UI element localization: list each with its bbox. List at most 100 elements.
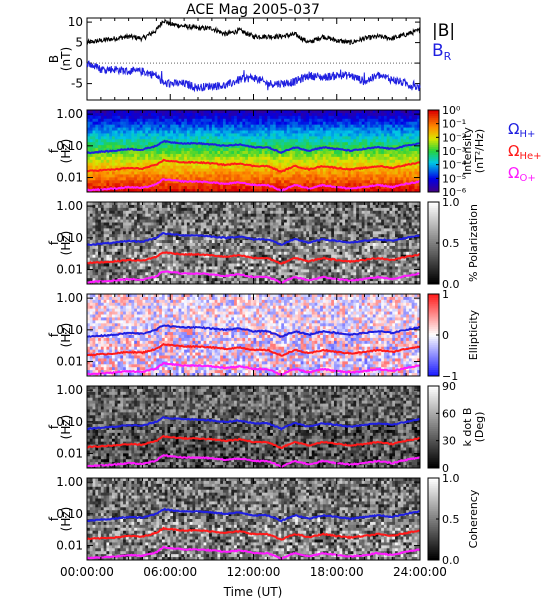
spectrogram-cell bbox=[148, 249, 151, 252]
spectrogram-cell bbox=[173, 119, 176, 122]
spectrogram-cell bbox=[106, 133, 109, 136]
spectrogram-cell bbox=[154, 169, 157, 172]
spectrogram-cell bbox=[123, 122, 126, 125]
spectrogram-cell bbox=[143, 220, 146, 223]
spectrogram-cell bbox=[373, 180, 376, 183]
spectrogram-cell bbox=[126, 211, 129, 214]
spectrogram-cell bbox=[148, 125, 151, 128]
spectrogram-cell bbox=[104, 131, 107, 134]
spectrogram-cell bbox=[262, 131, 265, 134]
spectrogram-cell bbox=[276, 122, 279, 125]
spectrogram-cell bbox=[198, 225, 201, 228]
spectrogram-cell bbox=[192, 240, 195, 243]
spectrogram-cell bbox=[143, 272, 146, 275]
spectrogram-cell bbox=[101, 116, 104, 119]
spectrogram-cell bbox=[204, 243, 207, 246]
spectrogram-cell bbox=[245, 139, 248, 142]
spectrogram-cell bbox=[112, 269, 115, 272]
spectrogram-cell bbox=[159, 217, 162, 220]
spectrogram-cell bbox=[403, 157, 406, 160]
spectrogram-cell bbox=[198, 269, 201, 272]
spectrogram-cell bbox=[273, 116, 276, 119]
spectrogram-cell bbox=[187, 278, 190, 281]
spectrogram-cell bbox=[201, 186, 204, 189]
spectrogram-cell bbox=[123, 214, 126, 217]
spectrogram-cell bbox=[109, 264, 112, 267]
spectrogram-cell bbox=[173, 157, 176, 160]
spectrogram-cell bbox=[93, 214, 96, 217]
spectrogram-cell bbox=[365, 154, 368, 157]
spectrogram-cell bbox=[348, 131, 351, 134]
spectrogram-cell bbox=[181, 122, 184, 125]
spectrogram-cell bbox=[162, 223, 165, 226]
spectrogram-cell bbox=[278, 163, 281, 166]
spectrogram-cell bbox=[353, 119, 356, 122]
spectrogram-cell bbox=[176, 122, 179, 125]
spectrogram-cell bbox=[159, 122, 162, 125]
spectrogram-cell bbox=[398, 133, 401, 136]
spectrogram-cell bbox=[351, 174, 354, 177]
spectrogram-cell bbox=[112, 154, 115, 157]
spectrogram-cell bbox=[251, 148, 254, 151]
y-tick-label: 1.00 bbox=[56, 107, 83, 121]
spectrogram-cell bbox=[212, 119, 215, 122]
spectrogram-cell bbox=[192, 261, 195, 264]
spectrogram-cell bbox=[240, 205, 243, 208]
spectrogram-cell bbox=[265, 142, 268, 145]
spectrogram-cell bbox=[267, 131, 270, 134]
spectrogram-cell bbox=[156, 166, 159, 169]
spectrogram-cell bbox=[143, 142, 146, 145]
spectrogram-cell bbox=[109, 220, 112, 223]
spectrogram-cell bbox=[201, 261, 204, 264]
spectrogram-cell bbox=[184, 217, 187, 220]
spectrogram-cell bbox=[95, 223, 98, 226]
spectrogram-cell bbox=[120, 180, 123, 183]
spectrogram-cell bbox=[209, 166, 212, 169]
spectrogram-cell bbox=[259, 174, 262, 177]
spectrogram-cell bbox=[312, 151, 315, 154]
spectrogram-cell bbox=[170, 122, 173, 125]
spectrogram-cell bbox=[162, 131, 165, 134]
spectrogram-cell bbox=[409, 139, 412, 142]
spectrogram-cell bbox=[134, 177, 137, 180]
spectrogram-cell bbox=[179, 225, 182, 228]
spectrogram-cell bbox=[326, 154, 329, 157]
spectrogram-cell bbox=[106, 225, 109, 228]
spectrogram-cell bbox=[151, 142, 154, 145]
spectrogram-cell bbox=[118, 243, 121, 246]
spectrogram-cell bbox=[312, 113, 315, 116]
spectrogram-cell bbox=[101, 160, 104, 163]
spectrogram-cell bbox=[187, 214, 190, 217]
spectrogram-cell bbox=[187, 154, 190, 157]
spectrogram-cell bbox=[254, 151, 257, 154]
spectrogram-cell bbox=[267, 151, 270, 154]
spectrogram-cell bbox=[176, 183, 179, 186]
spectrogram-cell bbox=[126, 177, 129, 180]
spectrogram-cell bbox=[231, 261, 234, 264]
spectrogram-cell bbox=[284, 128, 287, 131]
spectrogram-cell bbox=[237, 133, 240, 136]
spectrogram-cell bbox=[284, 139, 287, 142]
spectrogram-cell bbox=[179, 264, 182, 267]
spectrogram-cell bbox=[143, 249, 146, 252]
spectrogram-cell bbox=[220, 136, 223, 139]
spectrogram-cell bbox=[145, 252, 148, 255]
spectrogram-cell bbox=[95, 116, 98, 119]
spectrogram-cell bbox=[284, 131, 287, 134]
spectrogram-cell bbox=[106, 154, 109, 157]
spectrogram-cell bbox=[273, 145, 276, 148]
spectrogram-cell bbox=[259, 148, 262, 151]
spectrogram-cell bbox=[187, 169, 190, 172]
spectrogram-cell bbox=[267, 154, 270, 157]
spectrogram-cell bbox=[234, 243, 237, 246]
spectrogram-cell bbox=[167, 258, 170, 261]
spectrogram-cell bbox=[181, 131, 184, 134]
spectrogram-cell bbox=[145, 266, 148, 269]
spectrogram-cell bbox=[106, 142, 109, 145]
spectrogram-cell bbox=[131, 249, 134, 252]
spectrogram-cell bbox=[165, 214, 168, 217]
spectrogram-cell bbox=[154, 122, 157, 125]
spectrogram-cell bbox=[389, 119, 392, 122]
spectrogram-cell bbox=[281, 119, 284, 122]
spectrogram-cell bbox=[181, 243, 184, 246]
